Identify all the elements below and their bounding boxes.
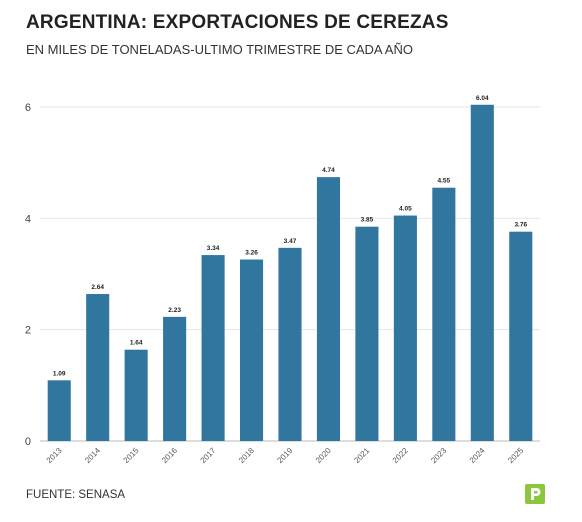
bar-value-label: 2.64 <box>91 284 104 291</box>
value-labels: 1.09 2.64 1.64 2.23 3.34 3.26 3.47 4.74 3.85 4.05… <box>53 95 528 378</box>
bar-value-label: 3.85 <box>361 217 374 224</box>
brand-logo-icon <box>525 484 545 504</box>
bar <box>432 187 456 441</box>
x-tick-label: 2022 <box>391 446 410 465</box>
bar <box>316 177 340 441</box>
x-tick-label: 2015 <box>122 446 141 465</box>
bar-value-label: 3.26 <box>245 250 258 257</box>
bar <box>355 226 379 441</box>
x-tick-label: 2020 <box>314 446 333 465</box>
y-tick-label: 6 <box>25 102 31 114</box>
bar-value-label: 4.74 <box>322 167 335 174</box>
bar-value-label: 2.23 <box>168 307 181 314</box>
bar-value-label: 1.64 <box>130 340 143 347</box>
x-tick-label: 2014 <box>83 446 102 465</box>
bar-value-label: 3.76 <box>514 222 527 229</box>
bar-value-label: 6.04 <box>476 95 489 102</box>
bar-value-label: 4.05 <box>399 206 412 213</box>
bar-chart: 0 2 4 6 1.09 2.64 1.64 2.23 3.34 3.26 3.47 4.74 3.8… <box>25 95 540 465</box>
x-tick-label: 2019 <box>275 446 294 465</box>
y-tick-label: 4 <box>25 213 31 225</box>
source-note: FUENTE: SENASA <box>26 489 126 501</box>
x-tick-label: 2023 <box>429 446 448 465</box>
bar <box>86 294 110 441</box>
bar <box>470 104 494 442</box>
bars <box>47 104 533 442</box>
y-axis: 0 2 4 6 <box>25 102 31 448</box>
x-tick-label: 2016 <box>160 446 179 465</box>
bar-value-label: 3.47 <box>284 238 297 245</box>
bar <box>124 349 148 441</box>
y-tick-label: 2 <box>25 325 31 337</box>
x-tick-label: 2025 <box>506 446 525 465</box>
bar <box>240 259 264 441</box>
bar-value-label: 4.55 <box>438 178 451 185</box>
chart-subtitle: EN MILES DE TONELADAS-ULTIMO TRIMESTRE D… <box>26 42 413 57</box>
bar <box>393 215 417 441</box>
chart-title: ARGENTINA: EXPORTACIONES DE CEREZAS <box>26 12 449 33</box>
x-axis: 2013 2014 2015 2016 2017 2018 2019 2020 2021 2022… <box>45 446 526 465</box>
bar-value-label: 3.34 <box>207 245 220 252</box>
x-tick-label: 2024 <box>468 446 487 465</box>
x-tick-label: 2017 <box>199 446 218 465</box>
x-tick-label: 2013 <box>45 446 64 465</box>
x-tick-label: 2021 <box>352 446 371 465</box>
y-tick-label: 0 <box>25 436 31 448</box>
x-tick-label: 2018 <box>237 446 256 465</box>
bar <box>47 380 71 441</box>
bar <box>509 231 533 441</box>
bar <box>201 255 225 441</box>
bar <box>278 247 302 441</box>
bar-value-label: 1.09 <box>53 370 66 377</box>
bar <box>163 316 187 441</box>
